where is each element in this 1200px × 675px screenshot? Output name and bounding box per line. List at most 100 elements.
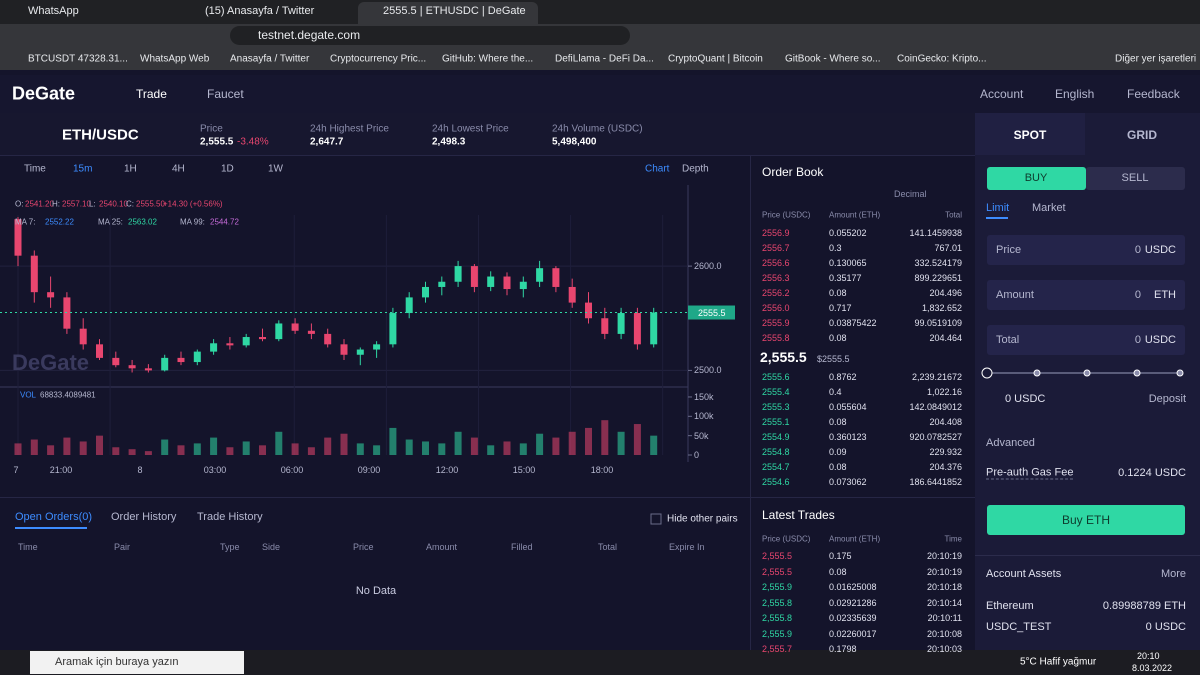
advanced-toggle[interactable]: Advanced xyxy=(986,437,1035,449)
amount-cell: 0.055604 xyxy=(829,402,867,412)
balance: 0 USDC xyxy=(1005,393,1046,405)
panel-tab[interactable]: SPOT xyxy=(1013,128,1047,142)
taskbar-search[interactable] xyxy=(30,651,244,674)
time-cell: 20:10:18 xyxy=(926,582,962,592)
volume-bar xyxy=(226,447,234,455)
interval[interactable]: 1D xyxy=(221,163,234,175)
amount-input[interactable] xyxy=(987,280,1185,310)
buy-button[interactable] xyxy=(987,505,1185,535)
stat-label: Price xyxy=(200,123,223,135)
bookmark[interactable]: DefiLlama - DeFi Da... xyxy=(555,53,654,65)
total-cell: 1,832.652 xyxy=(921,303,962,313)
interval[interactable]: 4H xyxy=(172,163,185,175)
browser-tab[interactable]: WhatsApp xyxy=(28,5,79,17)
asset-balance: 0.89988789 ETH xyxy=(1102,600,1186,612)
price-cell: 2555.8 xyxy=(762,333,790,343)
candle-body xyxy=(226,343,234,346)
bookmark[interactable]: Cryptocurrency Pric... xyxy=(330,53,427,65)
search-box[interactable]: Aramak için buraya yazın xyxy=(55,656,179,668)
amount-cell: 0.08 xyxy=(829,333,847,343)
nav-link[interactable]: Trade xyxy=(136,87,167,101)
address-bar[interactable] xyxy=(230,26,630,45)
active-tab[interactable] xyxy=(358,2,538,24)
order-type[interactable]: Limit xyxy=(986,202,1010,214)
volume-bar xyxy=(128,449,136,455)
candle-body xyxy=(519,281,527,290)
ohlc-label: C: xyxy=(126,199,134,209)
amount-cell: 0.1798 xyxy=(829,644,857,654)
field-label: Total xyxy=(996,334,1020,346)
side-toggle[interactable]: BUY xyxy=(1024,172,1048,184)
bookmark[interactable]: CryptoQuant | Bitcoin xyxy=(668,53,763,65)
price-cell: 2,555.7 xyxy=(762,644,793,654)
orders-tab[interactable]: Trade History xyxy=(197,511,263,523)
sell-toggle[interactable] xyxy=(1086,167,1185,190)
column-header: Time xyxy=(18,542,38,552)
submit-label[interactable]: Buy ETH xyxy=(1061,513,1111,527)
browser-tab[interactable]: 2555.5 | ETHUSDC | DeGate xyxy=(383,5,526,17)
nav-link[interactable]: Account xyxy=(980,87,1024,101)
orders-tab[interactable]: Open Orders(0) xyxy=(15,511,93,523)
nav-link[interactable]: Faucet xyxy=(207,87,244,101)
bookmark[interactable]: GitHub: Where the... xyxy=(442,53,534,65)
orders-tab[interactable]: Order History xyxy=(111,511,177,523)
bookmark[interactable]: Anasayfa / Twitter xyxy=(230,53,310,65)
volume-bar xyxy=(324,437,332,455)
volume-bar xyxy=(340,433,348,455)
interval: Time xyxy=(24,163,46,175)
amount-cell: 0.08 xyxy=(829,288,847,298)
column-header: Time xyxy=(944,534,962,544)
total-cell: 229.932 xyxy=(929,447,962,457)
candle-body xyxy=(47,292,55,298)
price-cell: 2,555.9 xyxy=(762,628,793,639)
spot-tab[interactable] xyxy=(975,113,1085,155)
volume-tick-label: 100k xyxy=(694,411,714,422)
volume-bar xyxy=(259,445,266,455)
candle-body xyxy=(389,313,397,345)
column-header: Amount xyxy=(426,542,458,552)
interval[interactable]: 15m xyxy=(73,163,93,175)
checkbox-label[interactable]: Hide other pairs xyxy=(667,513,738,525)
candle-body xyxy=(487,276,495,287)
deposit-link[interactable]: Deposit xyxy=(1148,393,1186,405)
candle-body xyxy=(568,286,576,303)
ma-label: MA 25: xyxy=(98,217,123,227)
bookmark[interactable]: BTCUSDT 47328.31... xyxy=(28,53,128,65)
panel-tab[interactable]: GRID xyxy=(1127,128,1157,142)
volume-bar xyxy=(177,445,185,455)
bookmark[interactable]: GitBook - Where so... xyxy=(785,53,881,65)
field-value: 0 xyxy=(1134,334,1141,346)
candle-body xyxy=(161,357,169,371)
amount-cell: 0.08 xyxy=(829,417,847,427)
side-toggle[interactable]: SELL xyxy=(1121,172,1149,184)
divider xyxy=(750,155,751,650)
order-type[interactable]: Market xyxy=(1032,202,1066,214)
slider-stop xyxy=(1033,369,1041,377)
interval[interactable]: 1H xyxy=(124,163,137,175)
bookmark[interactable]: WhatsApp Web xyxy=(140,53,210,65)
candle-body xyxy=(356,349,364,355)
volume-bar xyxy=(30,439,38,455)
field-label: Price xyxy=(996,244,1022,256)
bookmark[interactable]: Diğer yer işaretleri xyxy=(1115,53,1197,65)
ohlc-value: 2540.10 xyxy=(99,199,128,209)
nav-link[interactable]: Feedback xyxy=(1127,87,1180,101)
interval[interactable]: 1W xyxy=(268,163,283,175)
trade-panel xyxy=(975,113,1200,650)
nav-link[interactable]: English xyxy=(1055,87,1095,101)
pair[interactable]: ETH/USDC xyxy=(62,126,139,144)
total-input[interactable] xyxy=(987,325,1185,355)
volume-bar xyxy=(422,441,429,455)
price-input[interactable] xyxy=(987,235,1185,265)
candle-body xyxy=(503,276,511,290)
buy-toggle[interactable] xyxy=(987,167,1086,190)
logo: DeGate xyxy=(12,83,76,104)
view-tab[interactable]: Chart xyxy=(645,163,670,175)
browser-tab[interactable]: (15) Anasayfa / Twitter xyxy=(205,5,315,17)
bookmark[interactable]: CoinGecko: Kripto... xyxy=(897,53,987,65)
volume-bar xyxy=(470,437,478,455)
amount-cell: 0.717 xyxy=(829,303,852,313)
more-link[interactable]: More xyxy=(1160,568,1186,580)
view-tab[interactable]: Depth xyxy=(682,163,709,175)
total-cell: 142.0849012 xyxy=(909,402,962,412)
